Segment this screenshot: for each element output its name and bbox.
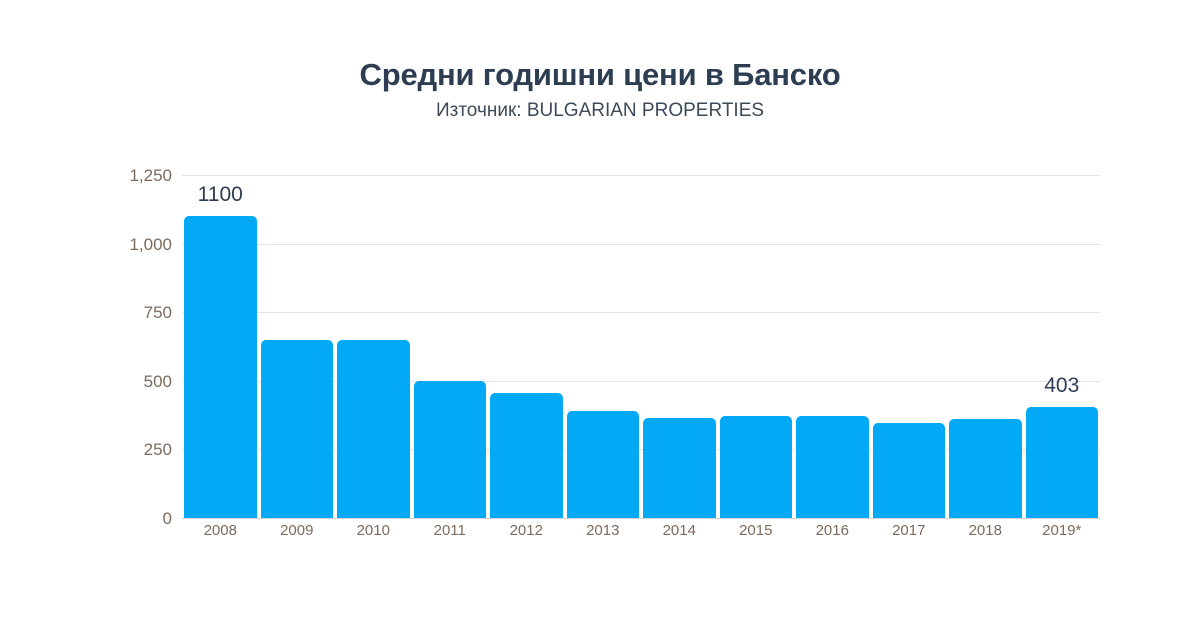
- x-axis-tick-label: 2012: [509, 522, 543, 539]
- x-axis-tick-label: 2013: [586, 522, 620, 539]
- x-axis-tick-label: 2017: [892, 522, 926, 539]
- bar-group: 2009: [259, 0, 336, 628]
- bar-2014[interactable]: [643, 417, 716, 518]
- bar-2018[interactable]: [949, 419, 1022, 518]
- x-axis-tick-label: 2016: [815, 522, 849, 539]
- bar-group: 2015: [718, 0, 795, 628]
- bar-group: 2017: [871, 0, 948, 628]
- gridline-1000: [182, 243, 1100, 245]
- bar-2012[interactable]: [490, 393, 563, 518]
- bar-group: 1100 2008: [182, 0, 259, 628]
- bar-2017[interactable]: [872, 422, 945, 518]
- gridline-750: [182, 312, 1100, 314]
- y-axis-tick-label: 500: [143, 371, 172, 391]
- bar-group: 2011: [412, 0, 489, 628]
- bar-2013[interactable]: [566, 410, 639, 518]
- bar-value-label: 1100: [197, 183, 243, 207]
- bar-group: 2010: [335, 0, 412, 628]
- bar-group: 2012: [488, 0, 565, 628]
- gridline-500: [182, 380, 1100, 382]
- x-axis-tick-label: 2014: [662, 522, 696, 539]
- bar-2011[interactable]: [413, 380, 486, 518]
- bar-2010[interactable]: [337, 339, 410, 518]
- x-axis-tick-label: 2009: [280, 522, 314, 539]
- y-axis-tick-label: 250: [143, 440, 172, 460]
- y-axis-tick-label: 1,250: [129, 166, 172, 185]
- x-axis-tick-label: 2015: [739, 522, 773, 539]
- bar-2009[interactable]: [260, 339, 333, 518]
- bar-2008[interactable]: [184, 216, 257, 518]
- gridline-1250: [182, 175, 1100, 176]
- x-axis-tick-label: 2011: [433, 522, 466, 539]
- y-axis-tick-label: 750: [143, 303, 172, 323]
- x-axis-tick-label: 2019*: [1042, 522, 1082, 539]
- bar-series: 1100 2008 2009 2010 2011 2012 2013 2014 2015 2016…: [182, 0, 1100, 628]
- bar-group: 2013: [565, 0, 642, 628]
- y-axis-tick-label: 1,000: [129, 234, 172, 254]
- page-title: Средни годишни цени в Банско: [359, 57, 841, 92]
- bar-group: 403 2019*: [1024, 0, 1101, 628]
- chart-source-subtitle: Източник: BULGARIAN PROPERTIES: [435, 100, 765, 121]
- bar-2015[interactable]: [719, 415, 792, 518]
- bar-value-label: 403: [1044, 374, 1080, 398]
- chart-header: Средни годишни цени в Банско Източник: B…: [0, 0, 1200, 124]
- gridline-250: [182, 449, 1100, 451]
- bar-group: 2014: [641, 0, 718, 628]
- gridline-0: [182, 518, 1100, 519]
- y-axis: 0 250 500 750 1,000 1,250: [110, 160, 172, 532]
- x-axis-tick-label: 2010: [356, 522, 390, 539]
- bar-2016[interactable]: [796, 416, 869, 518]
- bar-2019-est[interactable]: [1025, 407, 1098, 518]
- y-axis-tick-label: 0: [162, 509, 172, 528]
- chart-gridlines: [182, 0, 1100, 628]
- x-axis-tick-label: 2018: [968, 522, 1002, 539]
- bar-group: 2018: [947, 0, 1024, 628]
- bar-group: 2016: [794, 0, 871, 628]
- x-axis-tick-label: 2008: [203, 522, 237, 539]
